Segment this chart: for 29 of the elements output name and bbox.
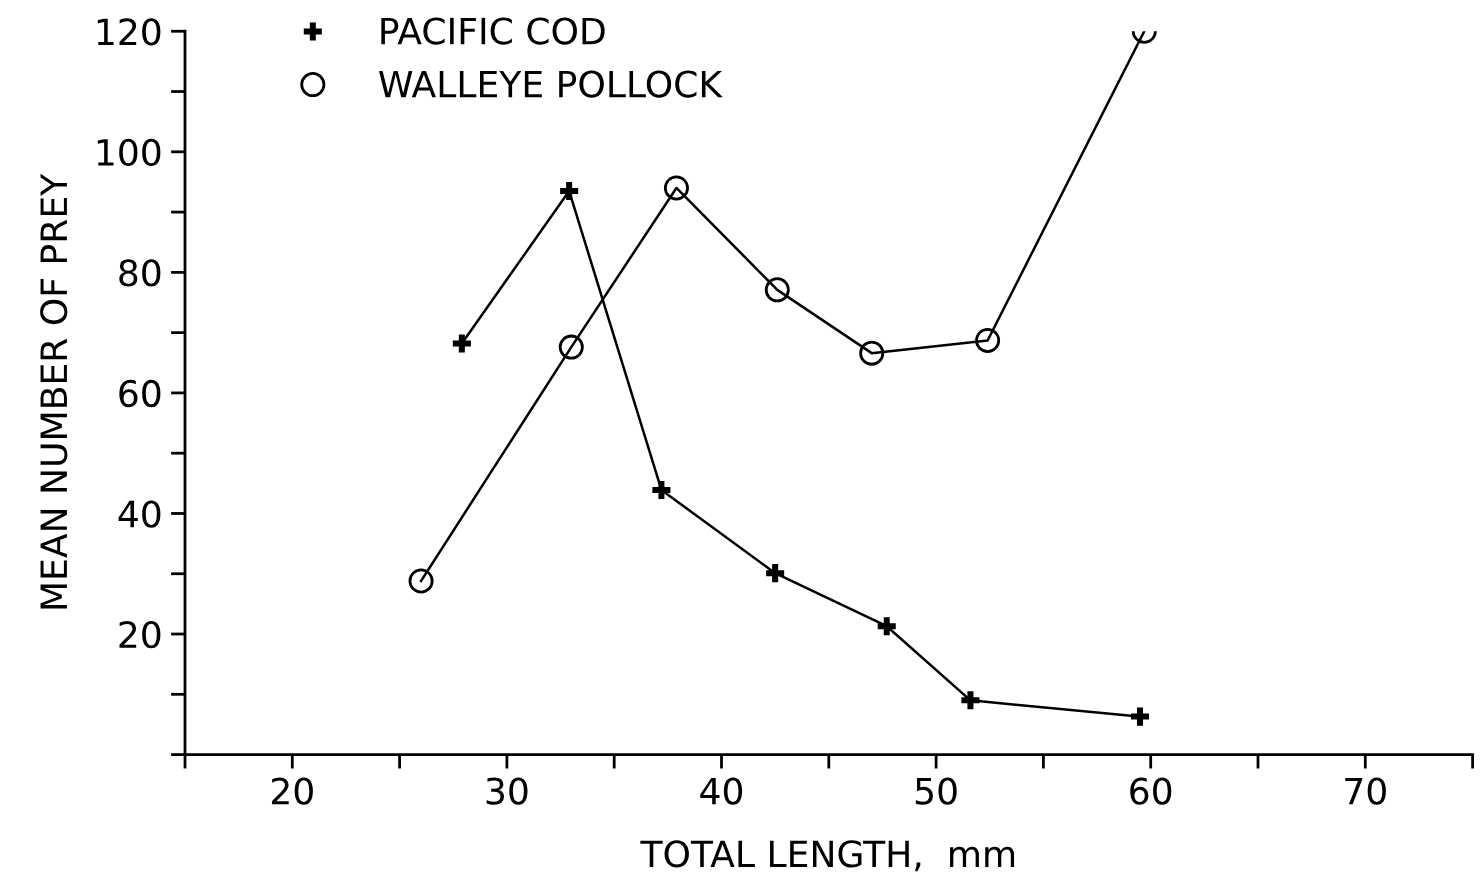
x-tick-label: 20	[271, 777, 313, 805]
x-tick-label: 60	[1130, 777, 1172, 805]
point	[764, 277, 790, 303]
legend-label: WALLEYE POLLOCK	[379, 70, 723, 98]
y-tick-label: 40	[118, 500, 161, 528]
y-tick-label: 120	[97, 18, 161, 46]
point	[961, 691, 980, 710]
y-tick-label: 100	[97, 138, 161, 167]
x-tick-label: 30	[486, 777, 528, 805]
x-tick-label: 40	[700, 777, 743, 805]
point	[975, 327, 1001, 353]
x-tick-label: 50	[915, 777, 957, 805]
point	[558, 334, 584, 360]
point	[408, 568, 434, 594]
point	[766, 564, 785, 583]
x-tick-label: 70	[1345, 777, 1386, 805]
y-tick-label: 20	[119, 620, 161, 649]
point	[560, 181, 579, 201]
point	[663, 175, 689, 201]
y-tick-label: 80	[119, 259, 161, 287]
point	[1130, 707, 1149, 726]
point	[877, 617, 896, 636]
x-axis-title: TOTAL LENGTH, mm	[640, 840, 1015, 872]
point	[859, 340, 885, 366]
point	[452, 334, 471, 353]
y-tick-label: 60	[119, 379, 161, 408]
y-axis-title: MEAN NUMBER OF PREY	[40, 173, 68, 609]
point	[652, 480, 671, 499]
legend-label: PACIFIC COD	[381, 17, 605, 45]
